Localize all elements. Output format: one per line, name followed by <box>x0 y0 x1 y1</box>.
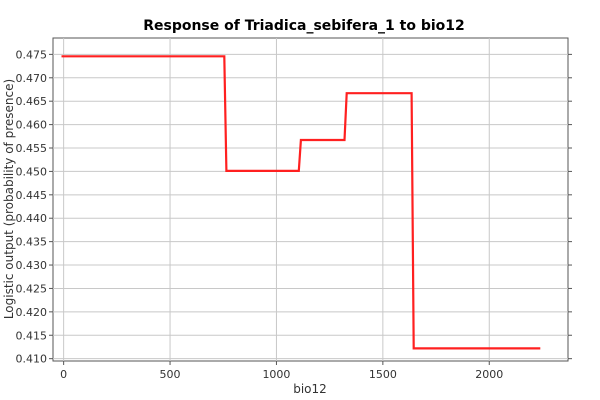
y-axis-label: Logistic output (probability of presence… <box>2 79 16 319</box>
y-tick-label: 0.460 <box>16 119 48 132</box>
y-tick-label: 0.415 <box>16 329 48 342</box>
x-tick-label: 500 <box>160 368 181 381</box>
y-tick-label: 0.425 <box>16 282 48 295</box>
y-tick-label: 0.445 <box>16 189 48 202</box>
x-tick-label: 0 <box>60 368 67 381</box>
axis-ticks <box>49 53 572 365</box>
y-tick-label: 0.455 <box>16 142 48 155</box>
y-tick-label: 0.470 <box>16 72 48 85</box>
series-group <box>61 55 541 350</box>
y-tick-label: 0.430 <box>16 259 48 272</box>
plot-area <box>52 37 569 362</box>
gridlines <box>53 38 568 361</box>
y-tick-labels: 0.410 0.415 0.420 0.425 0.430 0.435 0.440 0.445… <box>16 48 48 365</box>
x-tick-label: 1500 <box>369 368 397 381</box>
x-axis-label: bio12 <box>293 382 327 396</box>
x-tick-label: 1000 <box>262 368 290 381</box>
y-tick-label: 0.475 <box>16 48 48 61</box>
y-tick-label: 0.420 <box>16 306 48 319</box>
y-tick-label: 0.465 <box>16 95 48 108</box>
x-tick-labels: 0 500 1000 1500 2000 <box>60 368 503 381</box>
x-tick-label: 2000 <box>475 368 503 381</box>
chart-title: Response of Triadica_sebifera_1 to bio12 <box>143 18 465 34</box>
y-tick-label: 0.450 <box>16 165 48 178</box>
y-tick-label: 0.440 <box>16 212 48 225</box>
response-curve <box>61 55 541 350</box>
y-tick-label: 0.410 <box>16 353 48 366</box>
y-tick-label: 0.435 <box>16 236 48 249</box>
